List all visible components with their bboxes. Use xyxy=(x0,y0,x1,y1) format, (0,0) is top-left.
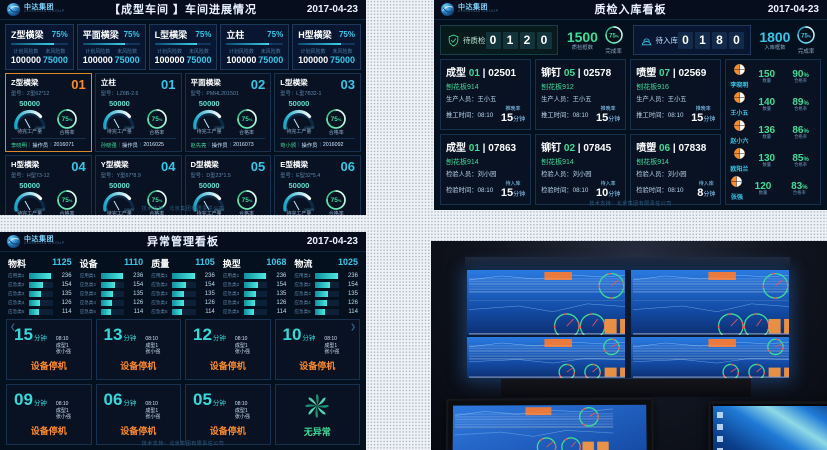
svg-text:75%: 75% xyxy=(151,197,162,204)
svg-text:75%: 75% xyxy=(801,34,811,40)
svg-text:75%: 75% xyxy=(241,116,252,123)
svg-text:75%: 75% xyxy=(609,34,619,40)
svg-text:75%: 75% xyxy=(151,116,162,123)
svg-text:75%: 75% xyxy=(62,116,73,123)
svg-text:75%: 75% xyxy=(241,197,252,204)
svg-text:75%: 75% xyxy=(62,197,73,204)
svg-text:75%: 75% xyxy=(331,197,342,204)
svg-text:75%: 75% xyxy=(331,116,342,123)
